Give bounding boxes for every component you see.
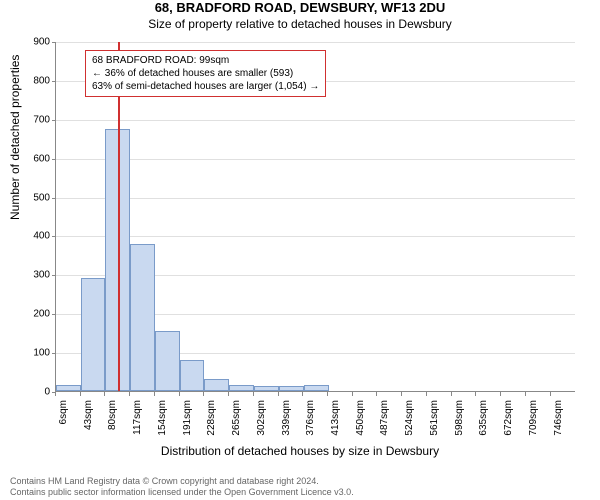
histogram-bar — [180, 360, 205, 391]
x-tick-label: 265sqm — [231, 400, 242, 436]
x-tick-label: 709sqm — [528, 400, 539, 436]
histogram-bar — [204, 379, 229, 391]
y-tick-label: 700 — [20, 114, 50, 125]
x-axis-label: Distribution of detached houses by size … — [0, 444, 600, 458]
y-tick-label: 100 — [20, 348, 50, 359]
histogram-bar — [130, 244, 155, 391]
y-tick-label: 400 — [20, 231, 50, 242]
grid-line — [56, 42, 575, 43]
y-tick-label: 0 — [20, 387, 50, 398]
grid-line — [56, 198, 575, 199]
footer-line-1: Contains HM Land Registry data © Crown c… — [10, 476, 590, 487]
x-tick-label: 487sqm — [379, 400, 390, 436]
y-tick-label: 200 — [20, 309, 50, 320]
footer-line-2: Contains public sector information licen… — [10, 487, 590, 498]
grid-line — [56, 120, 575, 121]
x-tick-label: 191sqm — [182, 400, 193, 436]
y-tick-label: 800 — [20, 75, 50, 86]
x-tick-label: 598sqm — [454, 400, 465, 436]
histogram-bar — [56, 385, 81, 391]
grid-line — [56, 159, 575, 160]
x-tick-label: 302sqm — [256, 400, 267, 436]
callout-line-2: ← 36% of detached houses are smaller (59… — [92, 67, 319, 80]
x-tick-label: 746sqm — [553, 400, 564, 436]
x-tick-label: 635sqm — [478, 400, 489, 436]
chart-area: 68 BRADFORD ROAD: 99sqm ← 36% of detache… — [55, 42, 575, 422]
callout-box: 68 BRADFORD ROAD: 99sqm ← 36% of detache… — [85, 50, 326, 97]
x-tick-label: 376sqm — [305, 400, 316, 436]
x-tick-label: 80sqm — [107, 400, 118, 430]
x-tick-label: 43sqm — [83, 400, 94, 430]
y-tick-label: 300 — [20, 270, 50, 281]
x-tick-label: 339sqm — [281, 400, 292, 436]
y-tick-label: 500 — [20, 192, 50, 203]
grid-line — [56, 236, 575, 237]
x-tick-label: 117sqm — [132, 400, 143, 435]
x-tick-label: 450sqm — [355, 400, 366, 436]
y-tick-label: 600 — [20, 153, 50, 164]
histogram-bar — [155, 331, 180, 391]
x-tick-label: 672sqm — [503, 400, 514, 436]
histogram-bar — [304, 385, 329, 391]
x-tick-label: 524sqm — [404, 400, 415, 436]
histogram-bar — [254, 386, 279, 391]
page-subtitle: Size of property relative to detached ho… — [0, 17, 600, 31]
x-tick-label: 6sqm — [58, 400, 69, 424]
page-title: 68, BRADFORD ROAD, DEWSBURY, WF13 2DU — [0, 0, 600, 15]
callout-line-3: 63% of semi-detached houses are larger (… — [92, 80, 319, 93]
x-tick-label: 228sqm — [206, 400, 217, 436]
x-tick-label: 154sqm — [157, 400, 168, 436]
chart-container: 68, BRADFORD ROAD, DEWSBURY, WF13 2DU Si… — [0, 0, 600, 500]
histogram-bar — [81, 278, 106, 391]
x-tick-label: 561sqm — [429, 400, 440, 436]
callout-line-1: 68 BRADFORD ROAD: 99sqm — [92, 54, 319, 67]
y-tick-label: 900 — [20, 37, 50, 48]
histogram-bar — [279, 386, 304, 391]
histogram-bar — [229, 385, 254, 391]
x-tick-label: 413sqm — [330, 400, 341, 436]
footer-text: Contains HM Land Registry data © Crown c… — [0, 476, 600, 499]
